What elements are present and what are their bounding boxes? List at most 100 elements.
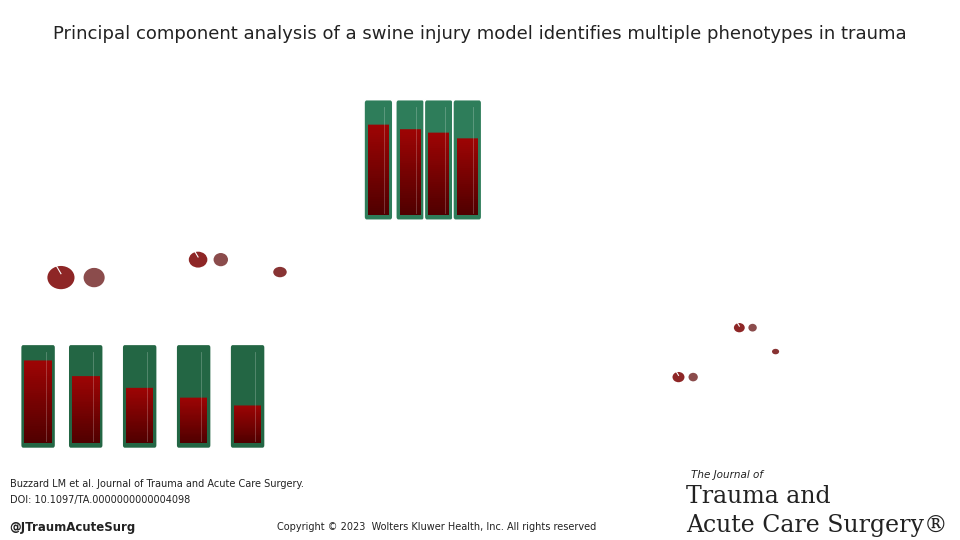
Bar [428,211,449,213]
Bar [180,414,207,415]
Bar [234,407,261,408]
Bar [234,415,261,416]
Bar [126,415,154,416]
Bar [180,422,207,423]
Bar [428,195,449,198]
Bar [234,430,261,431]
Bar [234,417,261,419]
Bar [457,199,478,201]
Bar [457,195,478,198]
Bar [399,160,420,163]
Bar [368,164,389,167]
Bar [428,144,449,146]
Bar [24,422,52,424]
Bar [457,205,478,207]
Bar [368,139,389,141]
Bar [457,197,478,199]
Bar [72,402,100,404]
Bar [428,183,449,186]
Bar [399,206,420,208]
FancyBboxPatch shape [20,344,56,449]
Bar [428,190,449,192]
Ellipse shape [749,324,756,332]
Bar [180,423,207,424]
Bar [234,410,261,411]
Bar [24,420,52,422]
Bar [126,402,154,403]
Bar [368,190,389,192]
Bar [368,144,389,146]
Bar [72,376,100,379]
Bar [126,417,154,419]
Bar [72,422,100,424]
Bar [399,182,420,185]
Ellipse shape [189,252,207,268]
Bar [126,430,154,432]
Bar [457,152,478,154]
Bar [24,361,52,363]
Bar [72,436,100,438]
Bar [234,442,261,443]
FancyBboxPatch shape [232,375,263,406]
Bar [399,184,420,187]
Bar [24,403,52,406]
Bar [368,203,389,206]
Bar [126,393,154,395]
Bar [457,156,478,159]
Bar [399,169,420,172]
Bar [368,205,389,208]
Bar [234,433,261,435]
Bar [180,408,207,409]
Bar [457,137,478,139]
Bar [24,415,52,418]
Text: 6 hr: 6 hr [183,456,204,467]
Bar [180,401,207,402]
Bar [126,409,154,411]
Bar [428,135,449,138]
Bar [399,140,420,143]
Bar [126,403,154,405]
Bar [368,132,389,135]
Bar [399,208,420,211]
Bar [72,433,100,435]
Bar [368,151,389,153]
FancyBboxPatch shape [71,360,101,376]
Bar [399,178,420,180]
FancyBboxPatch shape [455,119,479,138]
Bar [457,176,478,178]
Bar [24,441,52,443]
Bar [180,410,207,411]
Bar [126,399,154,401]
Bar [72,440,100,442]
Bar [24,435,52,437]
FancyBboxPatch shape [176,344,211,449]
Bar [368,166,389,169]
Bar [457,158,478,160]
Bar [126,436,154,437]
Bar [428,156,449,159]
Bar [126,395,154,396]
Bar [72,417,100,420]
Bar [24,395,52,397]
Text: 0 hr: 0 hr [28,456,48,467]
Bar [180,415,207,416]
Bar [368,123,389,126]
Bar [234,421,261,423]
Bar [126,437,154,439]
Bar [24,438,52,441]
Bar [126,434,154,436]
Bar [72,414,100,416]
Text: Copyright © 2023  Wolters Kluwer Health, Inc. All rights reserved: Copyright © 2023 Wolters Kluwer Health, … [277,522,596,532]
Bar [428,168,449,171]
Bar [399,136,420,139]
Bar [180,413,207,414]
Bar [126,386,154,388]
Bar [24,409,52,412]
Bar [72,412,100,414]
Bar [24,414,52,416]
Bar [368,187,389,190]
Bar [457,187,478,190]
Bar [368,199,389,201]
Bar [24,377,52,380]
Bar [72,405,100,407]
